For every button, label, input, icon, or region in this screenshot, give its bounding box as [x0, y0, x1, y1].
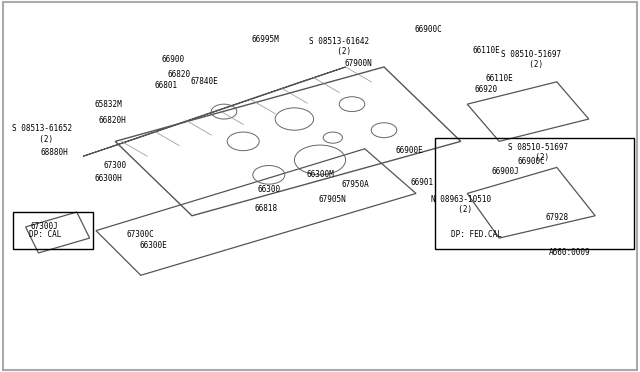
Text: 67840E: 67840E [191, 77, 219, 86]
Text: S 08510-51697
  (2): S 08510-51697 (2) [501, 50, 561, 69]
Text: 65832M: 65832M [95, 100, 123, 109]
Text: 67950A: 67950A [341, 180, 369, 189]
Text: 66300H: 66300H [95, 174, 123, 183]
Text: 66818: 66818 [254, 204, 277, 213]
Text: 67300C: 67300C [127, 230, 155, 239]
Text: 66920: 66920 [475, 85, 498, 94]
Text: 66900C: 66900C [517, 157, 545, 166]
Text: 67900N: 67900N [344, 59, 372, 68]
Text: 66900C: 66900C [415, 25, 443, 34]
Text: DP: FED.CAL: DP: FED.CAL [451, 230, 502, 239]
Text: S 08513-61642
  (2): S 08513-61642 (2) [309, 37, 369, 56]
Text: 66900J: 66900J [492, 167, 520, 176]
Text: 67300J: 67300J [31, 222, 59, 231]
Text: DP: CAL: DP: CAL [29, 230, 61, 239]
Text: S 08510-51697
  (2): S 08510-51697 (2) [508, 143, 568, 162]
Text: 66300M: 66300M [306, 170, 334, 179]
Text: 66820: 66820 [168, 70, 191, 79]
Text: 68880H: 68880H [40, 148, 68, 157]
Text: A660:0009: A660:0009 [548, 248, 591, 257]
Text: 66900: 66900 [161, 55, 184, 64]
Text: 66900E: 66900E [396, 146, 424, 155]
Text: 66110E: 66110E [485, 74, 513, 83]
Text: 66995M: 66995M [252, 35, 280, 44]
Text: 66801: 66801 [155, 81, 178, 90]
Text: 66300E: 66300E [140, 241, 168, 250]
Text: 66110E: 66110E [472, 46, 500, 55]
Text: 66901: 66901 [411, 178, 434, 187]
Text: 67928: 67928 [545, 213, 568, 222]
Text: 66820H: 66820H [98, 116, 126, 125]
Text: 66300: 66300 [257, 185, 280, 194]
Text: N 08963-10510
  (2): N 08963-10510 (2) [431, 195, 491, 214]
Text: 67905N: 67905N [319, 195, 347, 203]
Text: 67300: 67300 [104, 161, 127, 170]
Text: S 08513-61652
  (2): S 08513-61652 (2) [12, 124, 72, 144]
